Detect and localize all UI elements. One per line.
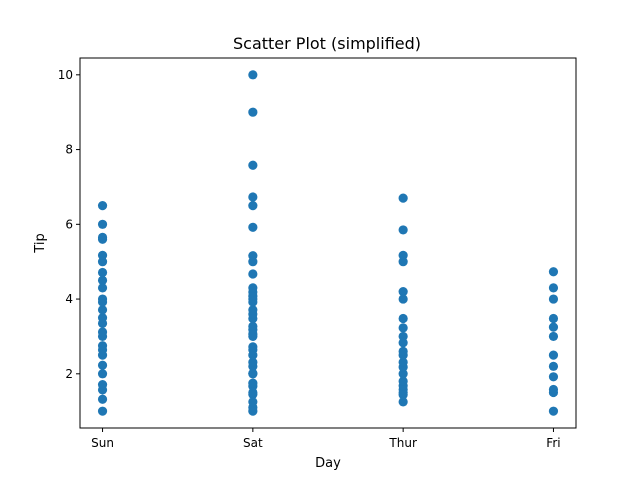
scatter-point <box>248 283 258 293</box>
scatter-point <box>248 201 258 211</box>
scatter-point <box>548 350 559 360</box>
scatter-point <box>398 331 408 342</box>
scatter-point <box>248 160 258 170</box>
scatter-point <box>97 313 108 323</box>
x-tick-label: Sat <box>243 436 263 450</box>
scatter-point <box>97 219 108 229</box>
scatter-point <box>398 346 408 356</box>
scatter-point <box>97 305 108 315</box>
x-axis-label: Day <box>315 456 341 471</box>
x-tick-label: Fri <box>546 436 560 450</box>
y-tick-label: 2 <box>65 367 73 381</box>
scatter-point <box>97 327 108 337</box>
scatter-point <box>398 250 408 260</box>
scatter-point <box>398 323 408 333</box>
scatter-point <box>97 394 108 404</box>
scatter-point <box>248 269 258 279</box>
scatter-point <box>248 378 258 388</box>
scatter-point <box>97 201 108 211</box>
scatter-point <box>248 107 258 117</box>
scatter-point <box>248 368 258 379</box>
points-layer <box>97 70 559 416</box>
scatter-point <box>248 192 258 202</box>
scatter-point <box>548 331 559 342</box>
scatter-point <box>548 372 559 382</box>
scatter-point <box>548 384 559 395</box>
scatter-point <box>398 225 408 235</box>
scatter-point <box>248 357 258 367</box>
scatter-point <box>398 193 408 203</box>
scatter-point <box>548 294 559 304</box>
scatter-point <box>97 369 108 379</box>
y-axis-ticks: 2 4 6 8 10 <box>58 68 80 381</box>
x-tick-label: Sun <box>91 436 114 450</box>
scatter-point <box>97 380 108 390</box>
y-tick-label: 8 <box>65 143 73 157</box>
plot-frame <box>79 57 577 429</box>
scatter-point <box>548 406 559 416</box>
scatter-point <box>248 321 258 331</box>
scatter-point <box>248 397 258 407</box>
scatter-point <box>398 357 408 367</box>
scatter-point <box>97 341 108 351</box>
y-axis-label: Tip <box>33 233 48 253</box>
scatter-point <box>248 305 258 315</box>
x-axis-ticks: Sun Sat Thur Fri <box>91 428 561 450</box>
scatter-point <box>548 322 559 332</box>
y-tick-label: 10 <box>58 68 73 82</box>
scatter-point <box>97 360 108 370</box>
y-tick-label: 4 <box>65 292 73 306</box>
scatter-point <box>548 267 559 277</box>
scatter-point <box>398 286 408 297</box>
scatter-point <box>97 250 108 260</box>
scatter-point <box>97 232 108 242</box>
scatter-point <box>97 257 108 267</box>
scatter-point <box>548 361 559 371</box>
scatter-point <box>97 275 108 285</box>
scatter-point <box>548 313 559 324</box>
scatter-point <box>398 338 408 348</box>
scatter-point <box>97 283 108 293</box>
scatter-point <box>398 397 408 407</box>
scatter-point <box>398 313 408 324</box>
scatter-point <box>248 222 258 232</box>
scatter-point <box>398 369 408 379</box>
y-tick-label: 6 <box>65 217 73 231</box>
scatter-point <box>548 283 559 293</box>
scatter-point <box>97 406 108 416</box>
scatter-point <box>248 251 258 261</box>
scatter-point <box>398 294 408 304</box>
chart-title: Scatter Plot (simplified) <box>233 34 421 53</box>
scatter-point <box>97 267 108 278</box>
scatter-point <box>398 257 408 267</box>
x-tick-label: Thur <box>388 436 417 450</box>
scatter-point <box>248 342 258 352</box>
scatter-point <box>97 294 108 304</box>
scatter-point <box>248 70 258 80</box>
scatter-point <box>398 376 408 386</box>
scatter-point <box>248 387 258 398</box>
